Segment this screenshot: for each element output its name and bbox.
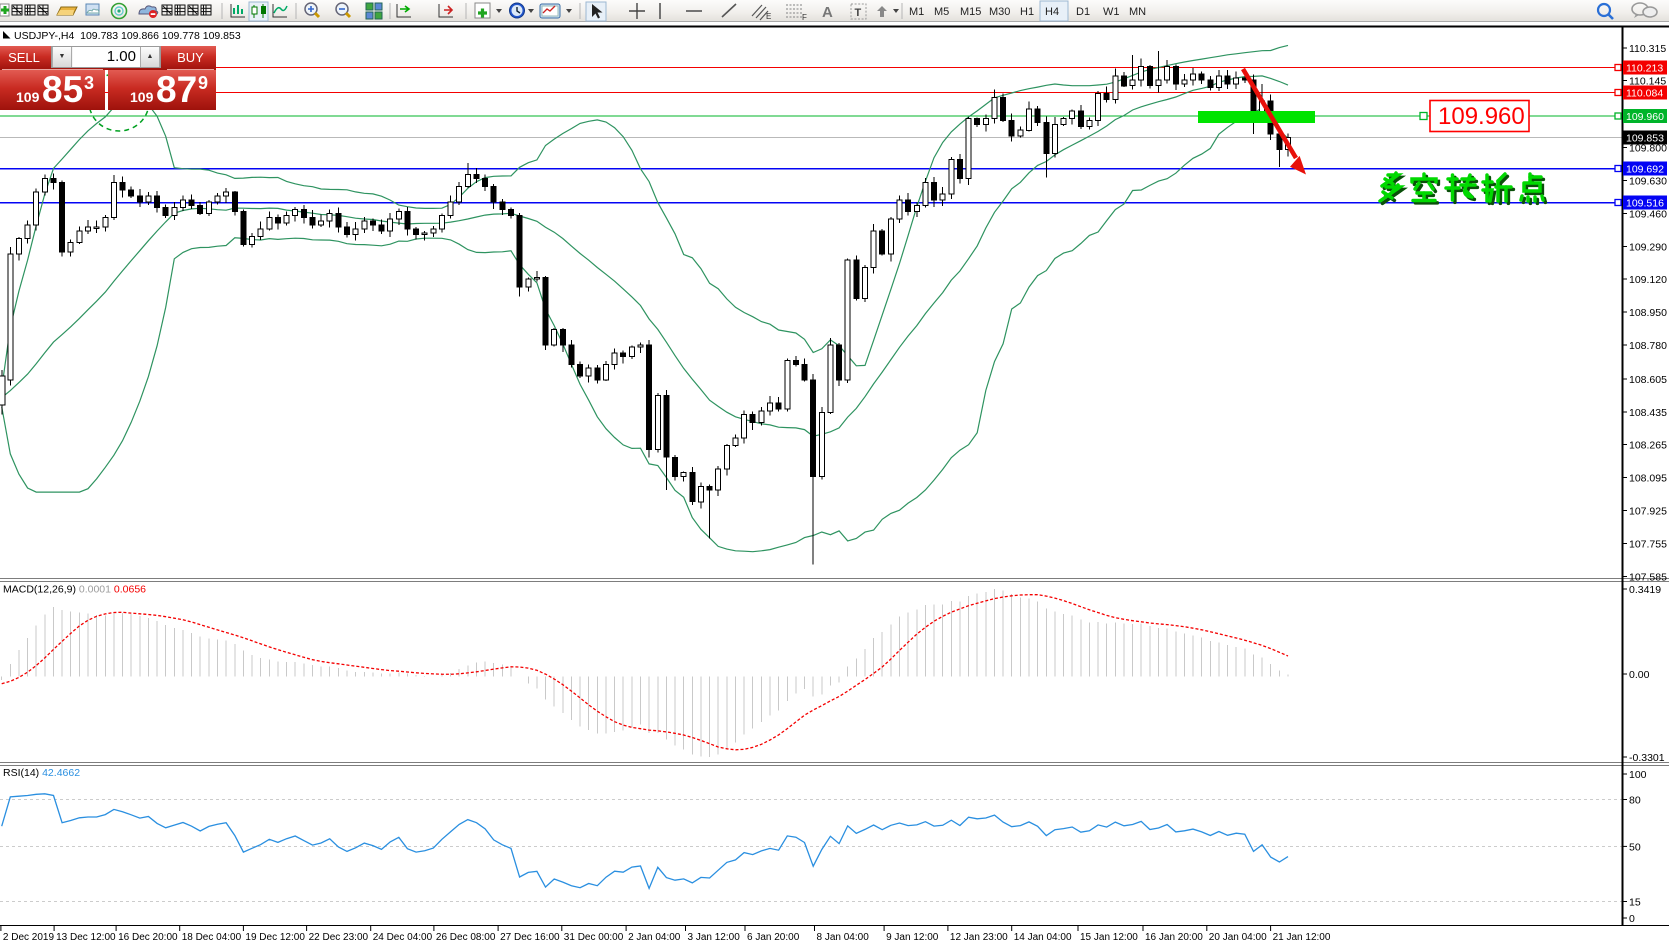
- svg-text:109.800: 109.800: [1629, 143, 1667, 155]
- svg-text:110.084: 110.084: [1626, 88, 1663, 100]
- svg-text:109.853: 109.853: [1626, 133, 1664, 145]
- svg-text:109.960: 109.960: [1438, 103, 1525, 130]
- svg-text:107.585: 107.585: [1629, 572, 1667, 584]
- svg-text:MACD(12,26,9) 0.0001 0.0656: MACD(12,26,9) 0.0001 0.0656: [3, 584, 146, 596]
- svg-text:110.145: 110.145: [1629, 76, 1666, 88]
- svg-text:21 Jan 12:00: 21 Jan 12:00: [1273, 932, 1331, 943]
- svg-text:109.692: 109.692: [1626, 164, 1664, 176]
- svg-text:MN: MN: [1129, 6, 1146, 18]
- svg-text:107.755: 107.755: [1629, 539, 1667, 551]
- svg-text:108.265: 108.265: [1629, 440, 1667, 452]
- svg-text:M15: M15: [960, 6, 981, 18]
- svg-text:80: 80: [1629, 795, 1641, 807]
- svg-text:108.095: 108.095: [1629, 473, 1667, 485]
- svg-text:M5: M5: [934, 6, 949, 18]
- svg-text:110.213: 110.213: [1626, 63, 1663, 75]
- svg-text:-0.3301: -0.3301: [1629, 752, 1665, 764]
- svg-text:W1: W1: [1103, 6, 1120, 18]
- svg-text:26 Dec 08:00: 26 Dec 08:00: [436, 932, 496, 943]
- svg-text:A: A: [822, 4, 833, 21]
- svg-text:109.120: 109.120: [1629, 274, 1667, 286]
- svg-text:2 Dec 2019: 2 Dec 2019: [3, 932, 55, 943]
- svg-text:27 Dec 16:00: 27 Dec 16:00: [500, 932, 560, 943]
- svg-text:H4: H4: [1045, 6, 1059, 18]
- svg-text:9 Jan 12:00: 9 Jan 12:00: [886, 932, 939, 943]
- svg-text:20 Jan 04:00: 20 Jan 04:00: [1209, 932, 1267, 943]
- svg-text:8 Jan 04:00: 8 Jan 04:00: [817, 932, 870, 943]
- svg-text:2 Jan 04:00: 2 Jan 04:00: [628, 932, 681, 943]
- svg-text:0.3419: 0.3419: [1629, 584, 1661, 596]
- svg-text:109.460: 109.460: [1629, 209, 1667, 221]
- svg-text:16 Jan 20:00: 16 Jan 20:00: [1145, 932, 1203, 943]
- svg-text:M30: M30: [989, 6, 1010, 18]
- svg-text:0.00: 0.00: [1629, 669, 1650, 681]
- svg-text:22 Dec 23:00: 22 Dec 23:00: [309, 932, 369, 943]
- svg-text:50: 50: [1629, 841, 1641, 853]
- svg-text:D1: D1: [1076, 6, 1090, 18]
- svg-text:6 Jan 20:00: 6 Jan 20:00: [747, 932, 800, 943]
- svg-text:108.435: 108.435: [1629, 407, 1667, 419]
- svg-text:3 Jan 12:00: 3 Jan 12:00: [688, 932, 741, 943]
- svg-text:109.960: 109.960: [1626, 111, 1664, 123]
- svg-text:31 Dec 00:00: 31 Dec 00:00: [564, 932, 624, 943]
- svg-text:108.605: 108.605: [1629, 374, 1667, 386]
- svg-text:16 Dec 20:00: 16 Dec 20:00: [118, 932, 178, 943]
- svg-text:109.516: 109.516: [1626, 198, 1664, 210]
- svg-text:15: 15: [1629, 897, 1641, 909]
- svg-text:12 Jan 23:00: 12 Jan 23:00: [950, 932, 1008, 943]
- svg-text:RSI(14) 42.4662: RSI(14) 42.4662: [3, 767, 80, 779]
- svg-text:F: F: [802, 13, 807, 22]
- svg-text:USDJPY-,H4 109.783 109.866 10: USDJPY-,H4 109.783 109.866 109.778 109.8…: [14, 30, 241, 42]
- svg-text:H1: H1: [1020, 6, 1034, 18]
- svg-text:0: 0: [1629, 913, 1635, 925]
- svg-text:14 Jan 04:00: 14 Jan 04:00: [1014, 932, 1072, 943]
- svg-text:109.630: 109.630: [1629, 176, 1667, 188]
- svg-text:100: 100: [1629, 769, 1647, 781]
- svg-text:18 Dec 04:00: 18 Dec 04:00: [182, 932, 242, 943]
- svg-text:13 Dec 12:00: 13 Dec 12:00: [56, 932, 116, 943]
- svg-text:110.315: 110.315: [1629, 43, 1666, 55]
- svg-text:E: E: [766, 12, 771, 21]
- svg-text:109.290: 109.290: [1629, 242, 1667, 254]
- svg-text:T: T: [855, 7, 862, 19]
- svg-text:108.780: 108.780: [1629, 340, 1667, 352]
- svg-text:24 Dec 04:00: 24 Dec 04:00: [373, 932, 433, 943]
- svg-text:M1: M1: [909, 6, 924, 18]
- svg-text:108.950: 108.950: [1629, 307, 1667, 319]
- svg-text:15 Jan 12:00: 15 Jan 12:00: [1080, 932, 1138, 943]
- svg-text:107.925: 107.925: [1629, 506, 1667, 518]
- svg-text:19 Dec 12:00: 19 Dec 12:00: [245, 932, 305, 943]
